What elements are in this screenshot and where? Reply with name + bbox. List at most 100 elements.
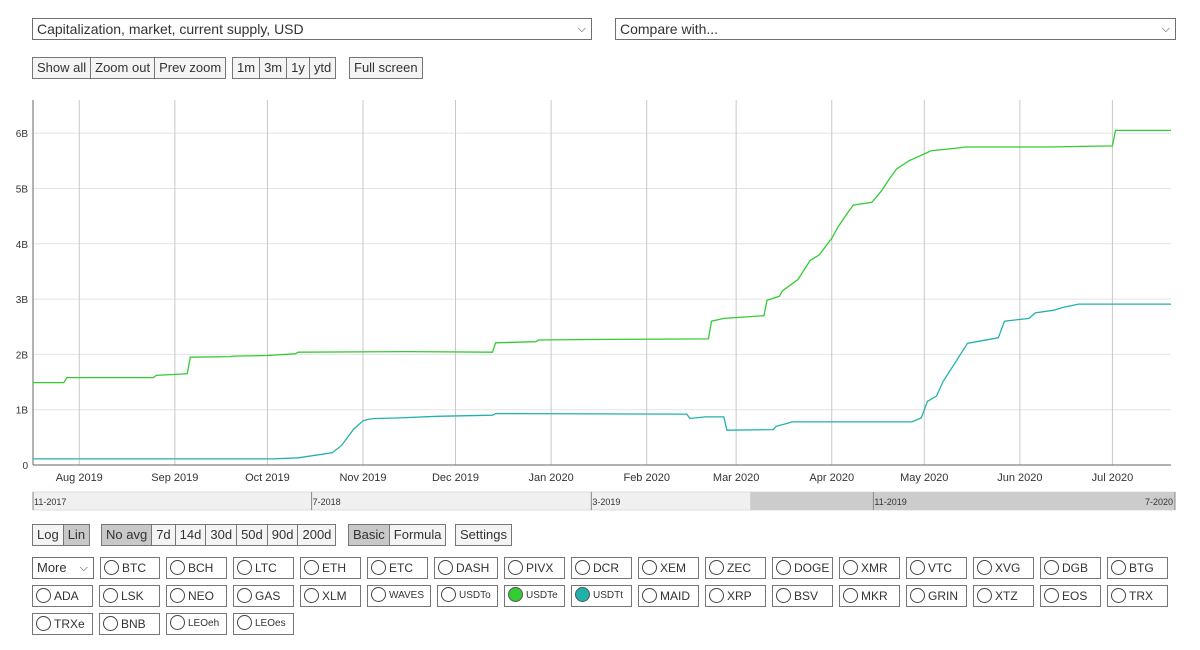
coin-label: LTC	[255, 561, 277, 575]
coin-toggle-xvg[interactable]: XVG	[973, 557, 1034, 579]
avg-14d-button[interactable]: 14d	[175, 524, 207, 546]
coin-toggle-dcr[interactable]: DCR	[571, 557, 632, 579]
x-tick-label: Nov 2019	[339, 472, 386, 484]
range-3m-button[interactable]: 3m	[260, 57, 288, 79]
coin-toggle-xtz[interactable]: XTZ	[973, 585, 1034, 607]
coin-toggle-dash[interactable]: DASH	[434, 557, 498, 579]
coin-toggle-mkr[interactable]: MKR	[839, 585, 900, 607]
radio-icon	[170, 614, 185, 630]
coin-label: GRIN	[928, 589, 958, 603]
coin-toggle-dgb[interactable]: DGB	[1040, 557, 1101, 579]
x-tick-label: Apr 2020	[809, 472, 854, 484]
coin-toggle-gas[interactable]: GAS	[233, 585, 294, 607]
radio-icon	[441, 586, 456, 602]
more-select-value: More	[37, 560, 67, 575]
prev-zoom-button[interactable]: Prev zoom	[155, 57, 227, 79]
series-layer	[33, 129, 1171, 460]
formula-mode-button[interactable]: Formula	[389, 524, 447, 546]
coin-label: GAS	[255, 589, 281, 603]
settings-button[interactable]: Settings	[455, 524, 512, 546]
radio-icon	[104, 560, 119, 576]
navigator-label: 7-2018	[313, 497, 341, 507]
avg-90d-button[interactable]: 90d	[267, 524, 299, 546]
coin-toggle-ltc[interactable]: LTC	[233, 557, 294, 579]
radio-icon	[103, 588, 118, 604]
coin-toggle-btc[interactable]: BTC	[100, 557, 160, 579]
navigator[interactable]: 11-2017 7-2018 3-2019 11-2019 7-2020	[32, 491, 1176, 511]
show-all-button[interactable]: Show all	[32, 57, 92, 79]
avg-200d-button[interactable]: 200d	[298, 524, 337, 546]
coin-toggle-xrp[interactable]: XRP	[705, 585, 766, 607]
radio-icon	[371, 586, 386, 602]
coin-label: ADA	[54, 589, 79, 603]
x-tick-label: Jun 2020	[997, 472, 1042, 484]
market-cap-chart[interactable]: 0 1B 2B 3B 4B 5B 6B Aug 2019 Sep 2019 Oct 2019 Nov…	[0, 95, 1200, 515]
coin-toggle-btg[interactable]: BTG	[1107, 557, 1168, 579]
coin-toggle-ada[interactable]: ADA	[32, 585, 93, 607]
coin-toggle-pivx[interactable]: PIVX	[504, 557, 565, 579]
coin-toggle-maid[interactable]: MAID	[638, 585, 699, 607]
x-tick-label: Jul 2020	[1092, 472, 1134, 484]
coin-toggle-bch[interactable]: BCH	[166, 557, 227, 579]
coin-toggle-lsk[interactable]: LSK	[99, 585, 160, 607]
compare-select[interactable]: Compare with... ⌵	[615, 18, 1176, 40]
coin-label: BNB	[121, 617, 146, 631]
coin-toggle-vtc[interactable]: VTC	[906, 557, 967, 579]
axis-layer: 0 1B 2B 3B 4B 5B 6B Aug 2019 Sep 2019 Oct 2019 Nov…	[16, 100, 1171, 484]
coin-label: XMR	[861, 561, 888, 575]
navigator-label: 7-2020	[1145, 497, 1173, 507]
coin-label: ETC	[389, 561, 413, 575]
coin-toggle-grin[interactable]: GRIN	[906, 585, 967, 607]
coin-toggle-zec[interactable]: ZEC	[705, 557, 766, 579]
coin-toggle-trxe[interactable]: TRXe	[32, 613, 93, 635]
avg-50d-button[interactable]: 50d	[237, 524, 268, 546]
log-scale-button[interactable]: Log	[32, 524, 64, 546]
basic-mode-button[interactable]: Basic	[348, 524, 390, 546]
radio-icon	[1111, 588, 1126, 604]
coin-label: MKR	[861, 589, 888, 603]
range-1m-button[interactable]: 1m	[232, 57, 261, 79]
lin-scale-button[interactable]: Lin	[63, 524, 91, 546]
coin-toggle-xmr[interactable]: XMR	[839, 557, 900, 579]
range-ytd-button[interactable]: ytd	[309, 57, 337, 79]
coin-toggle-etc[interactable]: ETC	[367, 557, 428, 579]
navigator-label: 3-2019	[592, 497, 620, 507]
scale-button-group: Log Lin	[32, 524, 91, 546]
radio-icon	[237, 588, 252, 604]
coin-toggle-usdte[interactable]: USDTe	[504, 585, 565, 607]
coin-toggle-leoeh[interactable]: LEOeh	[166, 613, 227, 635]
radio-icon	[36, 616, 51, 632]
zoom-out-button[interactable]: Zoom out	[91, 57, 156, 79]
coin-toggle-bsv[interactable]: BSV	[772, 585, 833, 607]
more-select[interactable]: More ⌵	[32, 557, 94, 579]
avg-30d-button[interactable]: 30d	[206, 524, 238, 546]
x-tick-label: Mar 2020	[713, 472, 759, 484]
navigator-label: 11-2017	[34, 497, 66, 507]
radio-icon	[508, 560, 523, 576]
coin-toggle-usdtt[interactable]: USDTt	[571, 585, 632, 607]
radio-icon	[237, 614, 252, 630]
y-tick-label: 4B	[16, 240, 29, 251]
coin-label: BTC	[122, 561, 146, 575]
coin-toggle-waves[interactable]: WAVES	[367, 585, 431, 607]
coin-toggle-eth[interactable]: ETH	[300, 557, 361, 579]
compare-select-value: Compare with...	[620, 21, 719, 37]
coin-toggle-trx[interactable]: TRX	[1107, 585, 1168, 607]
metric-select[interactable]: Capitalization, market, current supply, …	[32, 18, 592, 40]
coin-label: XTZ	[995, 589, 1018, 603]
coin-toggle-leoes[interactable]: LEOes	[233, 613, 294, 635]
range-1y-button[interactable]: 1y	[287, 57, 310, 79]
radio-icon	[1044, 588, 1059, 604]
fullscreen-button[interactable]: Full screen	[349, 57, 423, 79]
coin-toggle-neo[interactable]: NEO	[166, 585, 227, 607]
radio-icon	[776, 588, 791, 604]
avg-7d-button[interactable]: 7d	[152, 524, 176, 546]
coin-toggle-doge[interactable]: DOGE	[772, 557, 833, 579]
coin-toggle-xem[interactable]: XEM	[638, 557, 699, 579]
avg-none-button[interactable]: No avg	[101, 524, 153, 546]
radio-icon	[1044, 560, 1059, 576]
coin-toggle-eos[interactable]: EOS	[1040, 585, 1101, 607]
coin-toggle-bnb[interactable]: BNB	[99, 613, 160, 635]
coin-toggle-usdto[interactable]: USDTo	[437, 585, 498, 607]
coin-toggle-xlm[interactable]: XLM	[300, 585, 361, 607]
